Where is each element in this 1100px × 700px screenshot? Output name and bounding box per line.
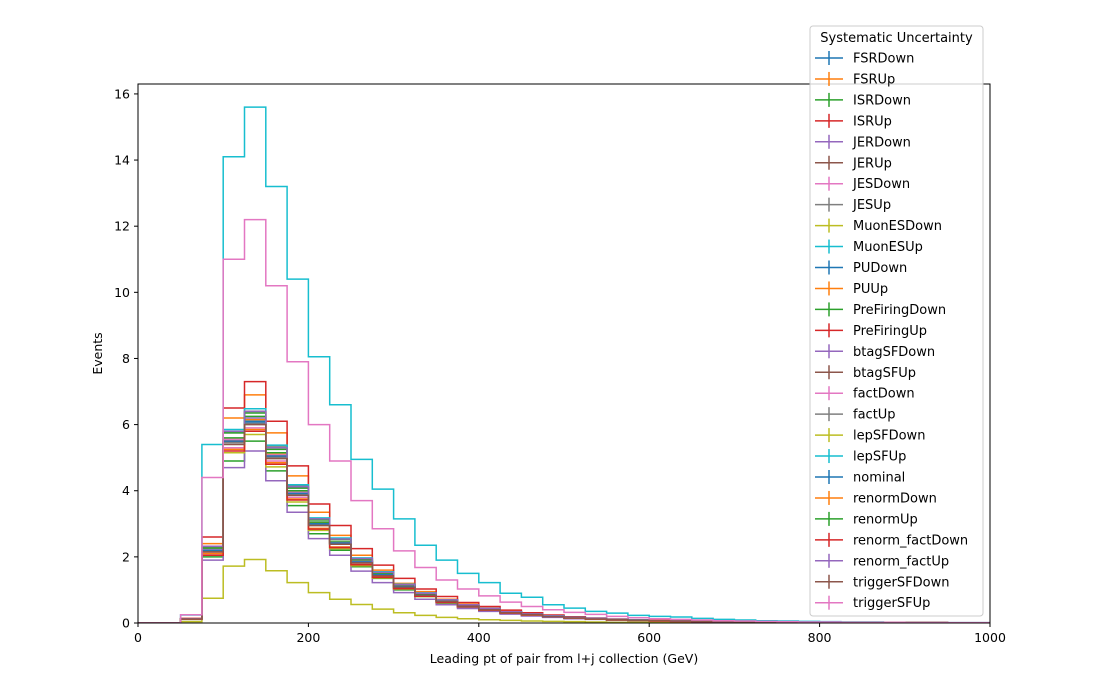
series-line-triggerSFUp (138, 218, 990, 623)
legend-item: JERUp (815, 155, 892, 171)
legend-label: JESUp (852, 198, 891, 213)
legend-label: PUUp (853, 282, 888, 297)
legend-item: JESDown (815, 176, 910, 192)
y-tick-label: 0 (122, 616, 130, 631)
legend-item: JESUp (815, 197, 891, 213)
legend-item: renorm_factDown (815, 532, 968, 548)
legend-label: lepSFUp (853, 450, 906, 465)
legend-label: factDown (853, 387, 915, 402)
x-tick-label: 1000 (974, 630, 1006, 645)
legend-item: ISRDown (815, 92, 911, 108)
legend-item: btagSFDown (815, 344, 935, 360)
legend-label: renormDown (853, 491, 937, 506)
y-tick-label: 6 (122, 417, 130, 432)
legend-label: btagSFUp (853, 366, 916, 381)
legend-item: MuonESUp (815, 239, 923, 255)
legend-label: PUDown (853, 261, 907, 276)
x-tick-label: 600 (637, 630, 661, 645)
x-tick-label: 800 (808, 630, 832, 645)
legend-label: lepSFDown (853, 429, 925, 444)
legend-label: factUp (853, 408, 896, 423)
legend-item: FSRUp (815, 71, 895, 87)
legend-item: triggerSFDown (815, 574, 949, 590)
legend-label: PreFiringUp (853, 324, 927, 339)
legend-label: MuonESDown (853, 219, 942, 234)
x-tick-label: 200 (296, 630, 320, 645)
y-tick-label: 10 (114, 285, 130, 300)
legend-item: PUUp (815, 281, 888, 297)
y-tick-label: 4 (122, 483, 130, 498)
legend-label: triggerSFDown (853, 575, 949, 590)
legend-item: btagSFUp (815, 365, 916, 381)
axes: 0 200 400 600 800 1000 0 2 4 6 8 10 12 14 16 Leading pt… (90, 83, 1006, 666)
legend-item: renormUp (815, 511, 918, 527)
legend-item: renormDown (815, 490, 937, 506)
legend-label: FSRUp (853, 72, 895, 87)
x-axis-label: Leading pt of pair from l+j collection (… (430, 651, 698, 666)
legend-item: ISRUp (815, 113, 892, 129)
legend: Systematic Uncertainty FSRDown FSRUp ISRDow… (809, 25, 984, 617)
legend-item: triggerSFUp (815, 595, 930, 611)
legend-label: btagSFDown (853, 345, 935, 360)
legend-item: renorm_factUp (815, 553, 949, 569)
y-tick-label: 2 (122, 549, 130, 564)
x-tick-label: 0 (134, 630, 142, 645)
legend-item: FSRDown (815, 51, 914, 67)
legend-label: triggerSFUp (853, 596, 930, 611)
legend-item: JERDown (815, 134, 911, 150)
legend-item: nominal (815, 470, 905, 486)
legend-label: renormUp (853, 512, 918, 527)
legend-label: nominal (853, 471, 905, 486)
y-tick-label: 14 (114, 153, 130, 168)
legend-item: PUDown (815, 260, 907, 276)
series-group (138, 106, 990, 623)
legend-label: renorm_factDown (853, 533, 968, 548)
legend-item: MuonESDown (815, 218, 942, 234)
legend-item: factDown (815, 386, 915, 402)
y-tick-label: 16 (114, 86, 130, 101)
legend-item: factUp (815, 407, 896, 423)
legend-label: ISRDown (853, 93, 911, 108)
legend-item: PreFiringUp (815, 323, 927, 339)
legend-label: FSRDown (853, 52, 914, 67)
legend-item: PreFiringDown (815, 302, 946, 318)
legend-label: JERDown (852, 135, 911, 150)
x-tick-label: 400 (467, 630, 491, 645)
legend-label: JERUp (852, 156, 892, 171)
legend-label: JESDown (852, 177, 910, 192)
legend-box (809, 25, 984, 617)
legend-title: Systematic Uncertainty (820, 31, 973, 46)
plot-frame (137, 83, 991, 624)
legend-item: lepSFDown (815, 428, 925, 444)
legend-item: lepSFUp (815, 449, 906, 465)
legend-label: ISRUp (853, 114, 892, 129)
y-tick-label: 12 (114, 219, 130, 234)
y-tick-label: 8 (122, 351, 130, 366)
legend-label: PreFiringDown (853, 303, 946, 318)
y-axis-label: Events (90, 332, 105, 374)
legend-label: MuonESUp (853, 240, 923, 255)
legend-label: renorm_factUp (853, 554, 949, 569)
